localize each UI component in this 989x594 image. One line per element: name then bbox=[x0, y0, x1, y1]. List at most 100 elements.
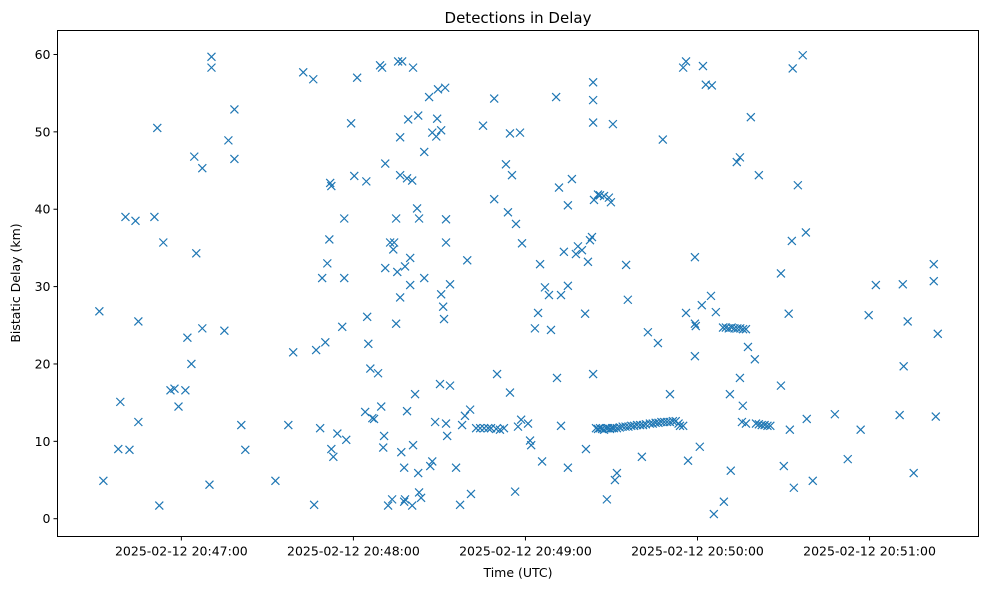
y-axis-label: Bistatic Delay (km) bbox=[8, 223, 23, 342]
data-point bbox=[507, 170, 517, 180]
y-tick-label: 0 bbox=[43, 511, 51, 526]
data-point bbox=[637, 452, 647, 462]
data-point bbox=[326, 181, 336, 191]
data-point bbox=[763, 421, 772, 431]
data-point bbox=[387, 494, 397, 504]
data-point bbox=[180, 385, 190, 395]
data-point bbox=[681, 308, 691, 318]
data-point bbox=[530, 323, 540, 333]
data-point bbox=[789, 483, 799, 493]
data-point bbox=[365, 364, 375, 374]
data-point bbox=[337, 322, 347, 332]
data-point bbox=[431, 132, 441, 141]
data-point bbox=[424, 92, 434, 102]
data-point bbox=[483, 423, 493, 433]
data-point bbox=[339, 273, 349, 283]
data-point bbox=[658, 135, 668, 145]
data-point bbox=[391, 319, 401, 329]
data-point bbox=[765, 421, 775, 431]
data-point bbox=[413, 468, 423, 478]
data-point bbox=[445, 381, 455, 391]
data-point bbox=[367, 413, 377, 423]
data-point bbox=[788, 63, 798, 73]
data-point bbox=[681, 57, 691, 66]
data-point bbox=[174, 402, 183, 411]
data-point bbox=[899, 361, 909, 371]
y-tick-label: 30 bbox=[35, 279, 51, 294]
data-point bbox=[385, 238, 395, 247]
data-point bbox=[322, 258, 332, 268]
data-point bbox=[229, 104, 239, 114]
data-point bbox=[328, 452, 338, 462]
data-point bbox=[392, 267, 402, 277]
data-point bbox=[695, 442, 705, 452]
data-point bbox=[540, 282, 550, 292]
data-point bbox=[638, 420, 648, 430]
data-point bbox=[563, 200, 573, 210]
data-point bbox=[396, 447, 406, 457]
data-point bbox=[400, 262, 410, 271]
data-point bbox=[430, 417, 440, 427]
data-point bbox=[393, 57, 403, 66]
data-point bbox=[399, 497, 409, 507]
data-point bbox=[738, 324, 748, 334]
data-point bbox=[588, 118, 598, 127]
data-point bbox=[131, 216, 140, 226]
data-point bbox=[678, 421, 688, 431]
data-point bbox=[465, 405, 475, 415]
data-point bbox=[785, 425, 795, 435]
data-point bbox=[326, 444, 336, 454]
data-point bbox=[643, 327, 653, 337]
data-point bbox=[608, 119, 618, 129]
data-point bbox=[489, 94, 499, 104]
x-tick-label: 2025-02-12 20:47:00 bbox=[115, 544, 248, 559]
data-point bbox=[407, 501, 417, 510]
data-point bbox=[229, 154, 239, 164]
data-point bbox=[503, 207, 513, 217]
data-point bbox=[363, 339, 373, 349]
data-point bbox=[152, 123, 162, 133]
data-point bbox=[149, 212, 159, 222]
data-point bbox=[197, 323, 207, 333]
data-point bbox=[802, 414, 812, 424]
data-point bbox=[376, 402, 386, 411]
data-point bbox=[505, 128, 515, 138]
data-point bbox=[776, 381, 786, 391]
data-point bbox=[339, 214, 349, 223]
data-point bbox=[419, 147, 429, 157]
data-point bbox=[442, 431, 452, 441]
data-point bbox=[373, 368, 383, 378]
data-point bbox=[332, 429, 342, 439]
data-point bbox=[113, 444, 123, 454]
data-point bbox=[441, 214, 451, 224]
data-point bbox=[400, 494, 410, 504]
data-point bbox=[588, 95, 598, 105]
data-point bbox=[440, 83, 450, 93]
data-points bbox=[94, 50, 943, 519]
data-point bbox=[360, 407, 370, 417]
data-point bbox=[416, 493, 426, 503]
y-tick-label: 50 bbox=[35, 124, 51, 139]
data-point bbox=[741, 419, 751, 428]
data-point bbox=[567, 174, 577, 184]
y-tick-label: 10 bbox=[35, 434, 51, 449]
data-point bbox=[864, 310, 874, 320]
data-point bbox=[399, 463, 409, 473]
data-point bbox=[219, 326, 229, 336]
data-point bbox=[405, 253, 415, 263]
data-point bbox=[205, 480, 214, 490]
data-point bbox=[505, 388, 515, 398]
data-point bbox=[559, 247, 569, 257]
data-point bbox=[933, 329, 943, 339]
data-point bbox=[535, 259, 545, 269]
data-point bbox=[391, 214, 401, 223]
data-point bbox=[909, 468, 919, 478]
data-point bbox=[98, 476, 108, 486]
data-point bbox=[432, 114, 442, 124]
data-point bbox=[732, 157, 742, 167]
data-point bbox=[516, 415, 526, 425]
data-point bbox=[675, 421, 685, 431]
data-point bbox=[288, 347, 298, 357]
data-point bbox=[709, 509, 719, 519]
